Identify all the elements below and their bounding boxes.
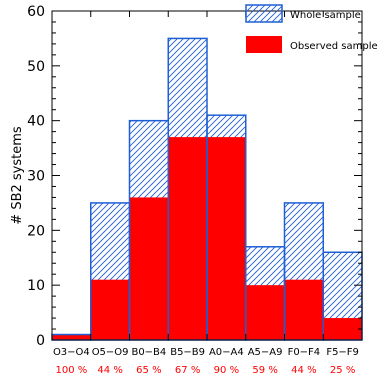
ytick-label-10: 10	[27, 278, 45, 294]
ytick-label-40: 40	[27, 114, 45, 130]
category-label-1: O5−O9	[92, 347, 129, 358]
legend-label-whole: Whole sample	[290, 10, 361, 21]
labels-layer: 0 10 20 30 40 50 60 O3−O4 100 % O5−O9 44 % B0−B4 65 …	[10, 4, 359, 376]
ytick-label-30: 30	[27, 169, 45, 185]
percent-label-6: 44 %	[291, 365, 316, 376]
percent-label-1: 44 %	[97, 365, 122, 376]
axes-layer	[51, 10, 363, 341]
category-label-0: O3−O4	[53, 347, 90, 358]
ytick-label-20: 20	[27, 223, 45, 239]
category-label-7: F5−F9	[326, 347, 359, 358]
ytick-label-60: 60	[27, 4, 45, 20]
category-label-5: A5−A9	[248, 347, 283, 358]
percent-label-5: 59 %	[252, 365, 277, 376]
percent-label-3: 67 %	[175, 365, 200, 376]
bars-layer	[51, 37, 363, 341]
ytick-label-0: 0	[36, 333, 45, 349]
y-axis-label: # SB2 systems	[10, 126, 25, 225]
bar-observed-1	[90, 279, 130, 340]
legend: Whole sample Observed sample	[245, 4, 378, 53]
bar-observed-0	[52, 334, 91, 340]
category-label-3: B5−B9	[170, 347, 205, 358]
legend-swatch-observed	[246, 36, 282, 53]
bar-observed-7	[323, 318, 362, 340]
percent-label-0: 100 %	[55, 365, 87, 376]
ytick-label-50: 50	[27, 59, 45, 75]
percent-label-4: 90 %	[214, 365, 239, 376]
percent-label-7: 25 %	[330, 365, 355, 376]
bar-observed-4	[207, 137, 246, 340]
bar-observed-5	[245, 285, 285, 340]
bar-observed-6	[284, 279, 324, 340]
category-label-2: B0−B4	[131, 347, 166, 358]
legend-swatch-whole	[245, 4, 283, 23]
legend-label-observed: Observed sample	[290, 41, 378, 52]
category-label-4: A0−A4	[209, 347, 244, 358]
bar-observed-2	[129, 197, 169, 340]
bar-observed-3	[168, 137, 207, 340]
percent-label-2: 65 %	[136, 365, 161, 376]
category-label-6: F0−F4	[288, 347, 321, 358]
